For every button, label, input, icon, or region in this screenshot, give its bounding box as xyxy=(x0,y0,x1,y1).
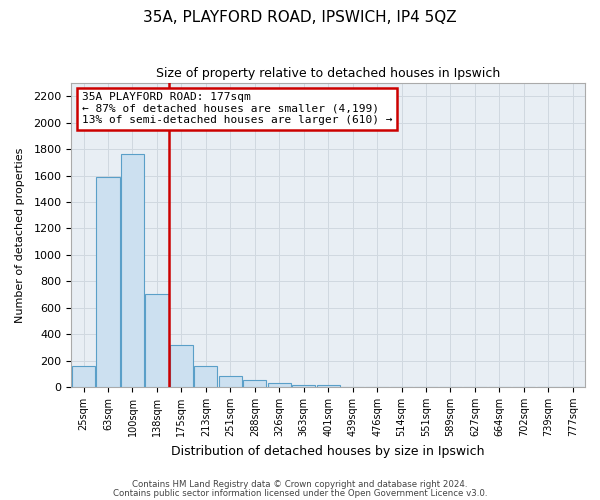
Bar xyxy=(194,366,217,387)
Text: Contains HM Land Registry data © Crown copyright and database right 2024.: Contains HM Land Registry data © Crown c… xyxy=(132,480,468,489)
Bar xyxy=(292,384,316,387)
Y-axis label: Number of detached properties: Number of detached properties xyxy=(15,148,25,322)
Text: 35A PLAYFORD ROAD: 177sqm
← 87% of detached houses are smaller (4,199)
13% of se: 35A PLAYFORD ROAD: 177sqm ← 87% of detac… xyxy=(82,92,392,126)
Bar xyxy=(121,154,144,387)
Bar xyxy=(243,380,266,387)
Bar xyxy=(268,383,291,387)
Text: 35A, PLAYFORD ROAD, IPSWICH, IP4 5QZ: 35A, PLAYFORD ROAD, IPSWICH, IP4 5QZ xyxy=(143,10,457,25)
Bar xyxy=(72,366,95,387)
Bar xyxy=(97,177,119,387)
Bar xyxy=(317,386,340,387)
X-axis label: Distribution of detached houses by size in Ipswich: Distribution of detached houses by size … xyxy=(172,444,485,458)
Bar xyxy=(218,376,242,387)
Text: Contains public sector information licensed under the Open Government Licence v3: Contains public sector information licen… xyxy=(113,488,487,498)
Title: Size of property relative to detached houses in Ipswich: Size of property relative to detached ho… xyxy=(156,68,500,80)
Bar xyxy=(170,346,193,387)
Bar xyxy=(145,294,169,387)
